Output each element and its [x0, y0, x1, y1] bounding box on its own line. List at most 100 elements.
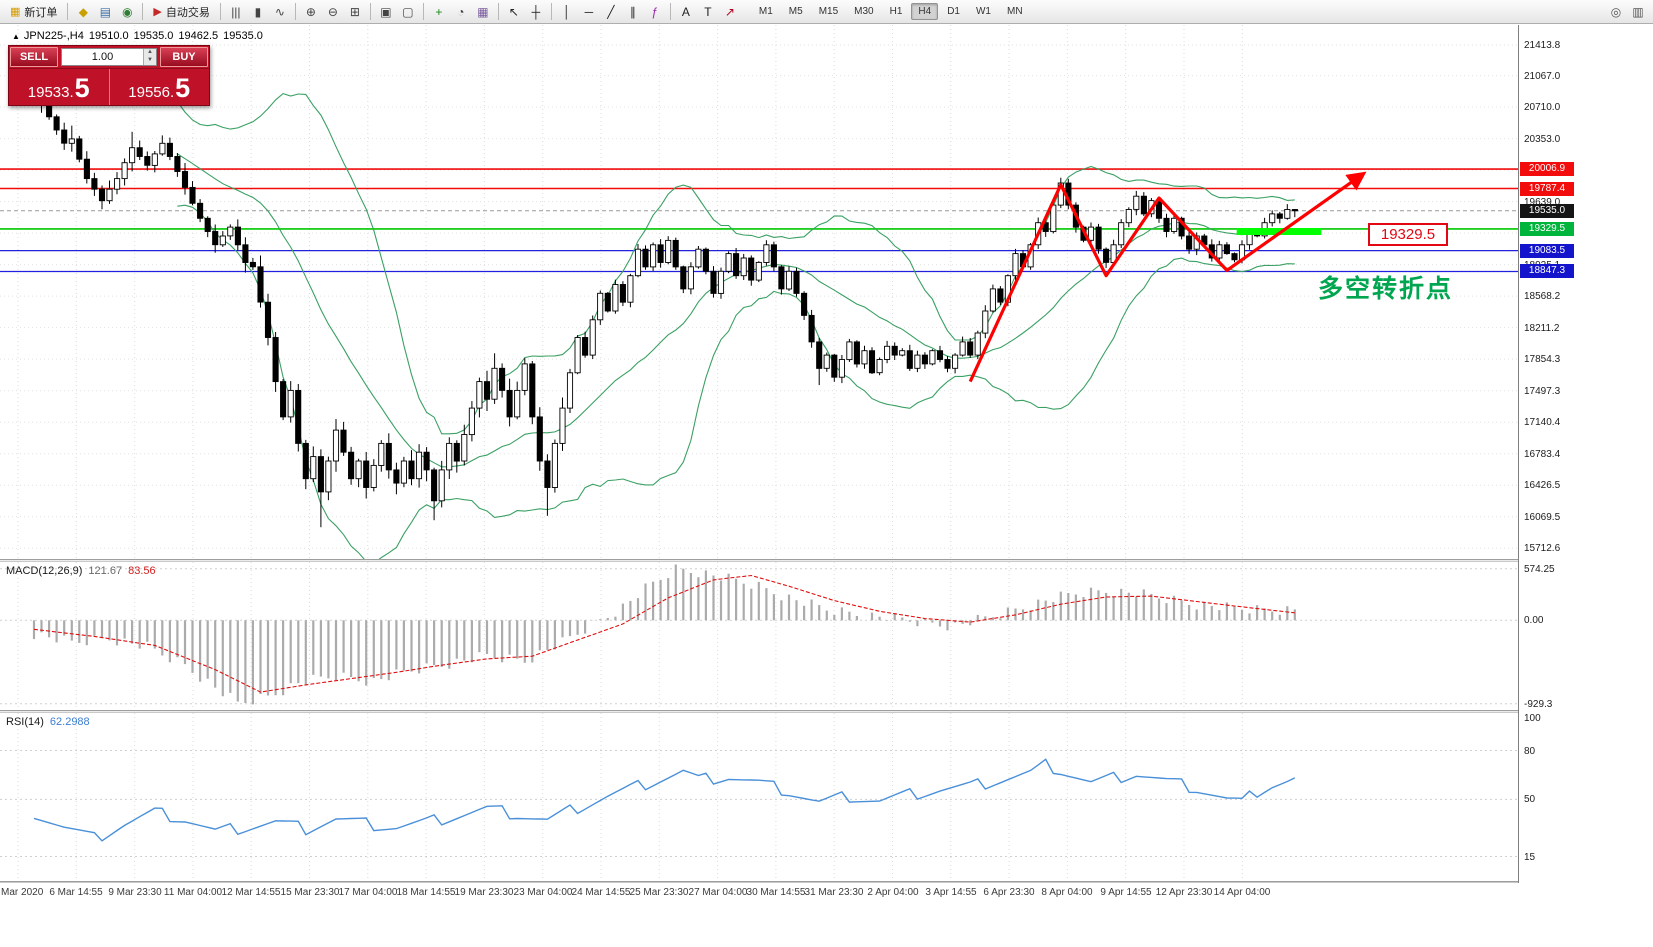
autotrading-button-label: 自动交易 [165, 6, 210, 19]
price-tick-label: 20710.0 [1524, 102, 1561, 113]
symbol-period: JPN225-,H4 [23, 30, 84, 42]
periods-icon[interactable]: ◔ [457, 4, 465, 19]
templates-icon[interactable]: ▦ [477, 4, 489, 19]
date-tick-label: 9 Apr 14:55 [1100, 887, 1152, 898]
zoom-in-icon[interactable]: ⊕ [305, 4, 316, 19]
tile-windows-icon[interactable]: ▢ [402, 4, 414, 19]
price-level-tag: 18847.3 [1520, 264, 1574, 278]
price-tick-label: 15712.6 [1524, 543, 1561, 554]
rsi-tick-label: 80 [1524, 746, 1536, 757]
horizontal-line-icon[interactable]: ─ [584, 4, 594, 19]
timeframe-mn-button[interactable]: MN [1006, 6, 1023, 17]
macd-label: MACD(12,26,9) 121.67 83.56 [6, 565, 156, 577]
panel-separator[interactable] [0, 559, 1653, 562]
cursor-icon[interactable]: ↖ [508, 4, 519, 19]
line-chart-icon[interactable]: ∿ [274, 4, 285, 19]
date-tick-label: 5 Mar 2020 [0, 887, 44, 898]
timeframe-h4-button[interactable]: H4 [911, 3, 939, 20]
ask-price[interactable]: 19556. 5 [110, 69, 210, 105]
new-chart-icon[interactable]: ▣ [380, 4, 392, 19]
search-icon[interactable]: ◎ [1610, 4, 1622, 19]
trendline-icon[interactable]: ╱ [607, 4, 615, 19]
price-callout-19329[interactable]: 19329.5 [1368, 223, 1448, 246]
text-icon[interactable]: A [681, 4, 690, 19]
date-tick-label: 15 Mar 23:30 [280, 887, 340, 898]
toolbar-separator [67, 3, 69, 20]
ask-price-big-digit: 5 [175, 73, 191, 103]
buy-button[interactable]: BUY [160, 47, 208, 67]
bid-price[interactable]: 19533. 5 [9, 69, 109, 105]
timeframe-d1-button[interactable]: D1 [947, 6, 960, 17]
timeframe-m1-button[interactable]: M1 [758, 6, 773, 17]
rsi-tick-label: 50 [1524, 794, 1536, 805]
horizontal-level-lines[interactable] [0, 168, 1518, 273]
rsi-tick-label: 100 [1524, 713, 1541, 724]
macd-tick-label: 0.00 [1524, 615, 1544, 626]
candles-chart-icon[interactable]: ▮ [254, 4, 262, 19]
panel-separator[interactable] [0, 710, 1653, 713]
autotrading-icon: ▶ [153, 6, 162, 18]
date-tick-label: 3 Apr 14:55 [925, 887, 977, 898]
market-watch-icon[interactable]: ◆ [78, 4, 89, 19]
indicators-icon[interactable]: + [435, 4, 443, 19]
new-order-icon: ▦ [10, 6, 21, 18]
properties-icon[interactable]: ▥ [1632, 4, 1644, 19]
volume-down-icon[interactable]: ▼ [144, 57, 156, 65]
timeframe-m15-button[interactable]: M15 [818, 6, 839, 17]
ask-price-main: 19556. [128, 84, 175, 101]
timeframe-w1-button[interactable]: W1 [975, 6, 991, 17]
sell-button[interactable]: SELL [10, 47, 58, 67]
date-tick-label: 30 Mar 14:55 [746, 887, 806, 898]
grid-icon[interactable]: ⊞ [349, 4, 360, 19]
date-tick-label: 8 Apr 04:00 [1041, 887, 1093, 898]
volume-value[interactable]: 1.00 [91, 51, 114, 63]
grid-lines [0, 562, 1518, 710]
date-tick-label: 25 Mar 23:30 [629, 887, 689, 898]
macd-indicator-panel[interactable] [0, 562, 1518, 710]
macd-tick-label: -929.3 [1524, 699, 1553, 710]
price-tick-label: 17497.3 [1524, 386, 1561, 397]
toolbar-separator [294, 3, 296, 20]
price-tick-label: 20353.0 [1524, 134, 1561, 145]
autotrading-button[interactable]: ▶ 自动交易 [147, 2, 215, 21]
bid-price-main: 19533. [27, 84, 74, 101]
panel-separator[interactable] [0, 881, 1653, 883]
navigator-icon[interactable]: ◉ [122, 4, 133, 19]
data-window-icon[interactable]: ▤ [99, 4, 112, 19]
main-price-chart[interactable] [0, 25, 1518, 559]
candlestick-plot [30, 77, 1298, 528]
date-tick-label: 24 Mar 14:55 [571, 887, 631, 898]
date-tick-label: 6 Mar 14:55 [49, 887, 103, 898]
date-tick-label: 19 Mar 23:30 [454, 887, 514, 898]
price-tick-label: 19639.0 [1524, 197, 1561, 208]
zoom-out-icon[interactable]: ⊖ [327, 4, 338, 19]
bars-chart-icon[interactable]: ||| [231, 4, 241, 19]
chart-icon: ▲ [12, 32, 20, 41]
fibonacci-icon[interactable]: ƒ [651, 4, 659, 19]
price-axis[interactable]: 21413.821067.020710.020353.019639.018925… [1518, 25, 1653, 883]
arrows-icon[interactable]: ↗ [724, 4, 735, 19]
new-order-button[interactable]: ▦ 新订单 [4, 2, 63, 21]
toolbar-right-icons: ◎ ▥ [1605, 1, 1649, 22]
timeframe-switcher: M1 M5 M15 M30 H1 H4 D1 W1 MN [751, 3, 1031, 20]
price-tick-label: 17140.4 [1524, 417, 1561, 428]
toolbar-separator [142, 3, 144, 20]
date-tick-label: 18 Mar 14:55 [396, 887, 456, 898]
volume-field[interactable]: 1.00 ▲ ▼ [61, 48, 157, 66]
toolbar-separator [550, 3, 552, 20]
text-label-icon[interactable]: T [704, 4, 712, 19]
rsi-value: 62.2988 [49, 716, 90, 728]
timeframe-m5-button[interactable]: M5 [788, 6, 803, 17]
volume-stepper[interactable]: ▲ ▼ [143, 49, 156, 65]
vertical-line-icon[interactable]: │ [563, 4, 571, 19]
channel-icon[interactable]: ∥ [629, 4, 636, 19]
rsi-indicator-panel[interactable] [0, 713, 1518, 881]
timeframe-h1-button[interactable]: H1 [889, 6, 903, 17]
crosshair-icon[interactable]: ┼ [531, 4, 541, 19]
grid-lines [0, 713, 1518, 881]
trend-zigzag-arrow[interactable] [968, 171, 1367, 383]
one-click-trading-panel: SELL 1.00 ▲ ▼ BUY 19533. 5 19556. 5 [8, 45, 210, 106]
timeframe-m30-button[interactable]: M30 [854, 6, 874, 17]
volume-up-icon[interactable]: ▲ [144, 49, 156, 57]
